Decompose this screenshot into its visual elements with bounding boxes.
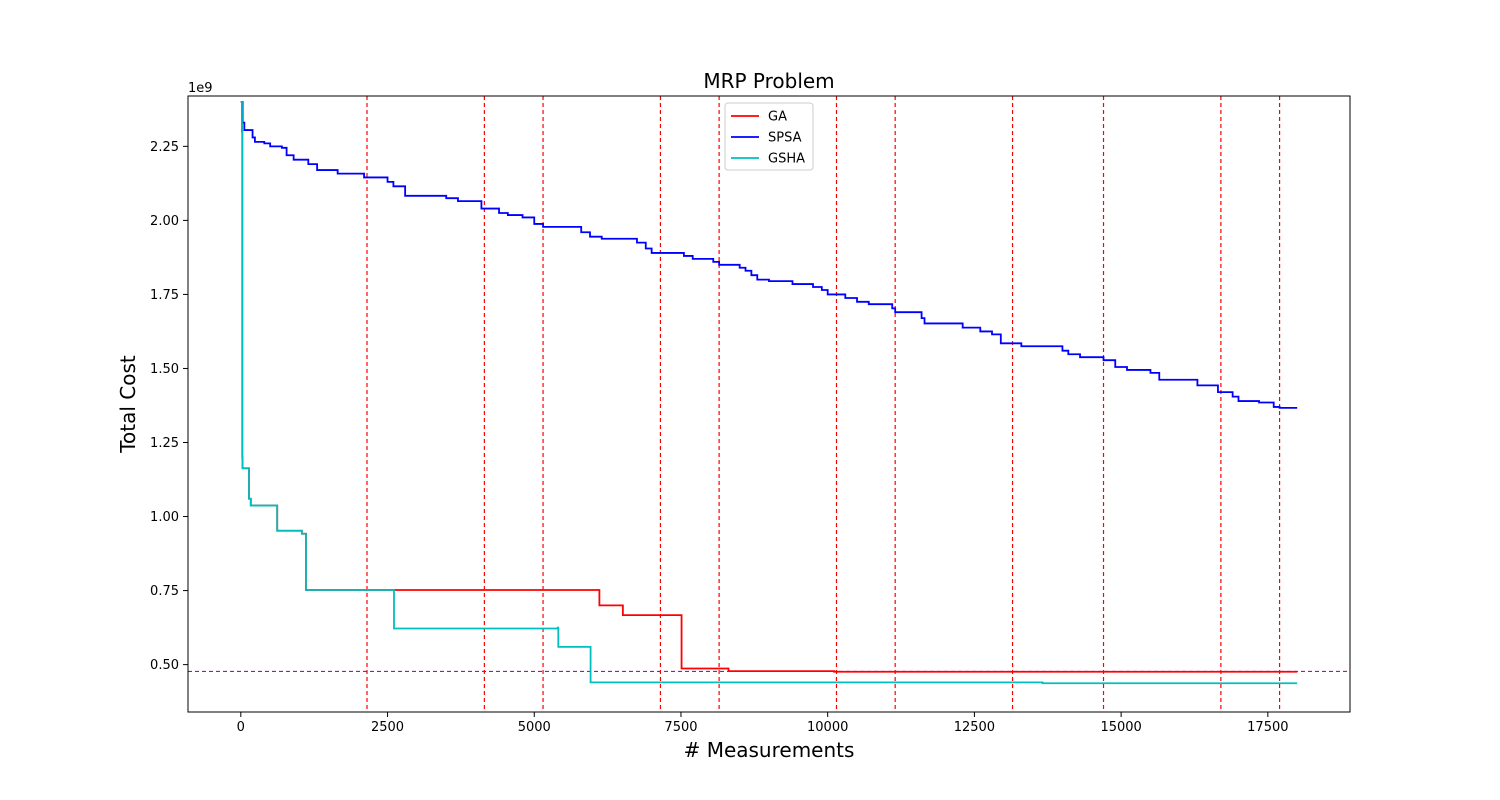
legend-label-spsa: SPSA bbox=[768, 131, 802, 146]
legend: GA SPSA GSHA bbox=[724, 102, 814, 171]
y-tick-label: 2.25 bbox=[150, 140, 179, 155]
y-tick-label: 1.00 bbox=[150, 510, 179, 525]
x-tick-label: 5000 bbox=[518, 720, 551, 735]
y-scale-label: 1e9 bbox=[188, 81, 213, 96]
legend-box bbox=[724, 102, 814, 171]
plot-frame bbox=[187, 95, 1351, 713]
y-tick-label: 1.75 bbox=[150, 288, 179, 303]
y-tick-label: 0.50 bbox=[150, 658, 179, 673]
y-tick-label: 1.50 bbox=[150, 362, 179, 377]
x-tick-label: 10000 bbox=[807, 720, 848, 735]
y-tick-label: 1.25 bbox=[150, 436, 179, 451]
legend-label-ga: GA bbox=[768, 110, 787, 125]
series-line-spsa bbox=[240, 101, 1298, 409]
y-axis-title: Total Cost bbox=[116, 355, 140, 454]
series-line-gsha bbox=[240, 101, 1298, 685]
x-tick-label: 7500 bbox=[664, 720, 697, 735]
reference-vertical-lines bbox=[366, 96, 1281, 712]
legend-label-gsha: GSHA bbox=[768, 152, 805, 167]
x-axis-ticks: 0 2500 5000 7500 10000 12500 15000 17500 bbox=[237, 712, 1289, 735]
series-lines bbox=[240, 101, 1298, 685]
y-tick-label: 2.00 bbox=[150, 214, 179, 229]
x-tick-label: 0 bbox=[237, 720, 245, 735]
plot-area bbox=[188, 96, 1350, 712]
x-axis-title: # Measurements bbox=[684, 738, 855, 762]
x-tick-label: 2500 bbox=[371, 720, 404, 735]
x-tick-label: 17500 bbox=[1247, 720, 1288, 735]
y-tick-label: 0.75 bbox=[150, 584, 179, 599]
x-tick-label: 15000 bbox=[1100, 720, 1141, 735]
chart-title: MRP Problem bbox=[703, 69, 834, 93]
y-axis-ticks: 0.50 0.75 1.00 1.25 1.50 1.75 2.00 2.25 bbox=[150, 140, 188, 673]
x-tick-label: 12500 bbox=[954, 720, 995, 735]
